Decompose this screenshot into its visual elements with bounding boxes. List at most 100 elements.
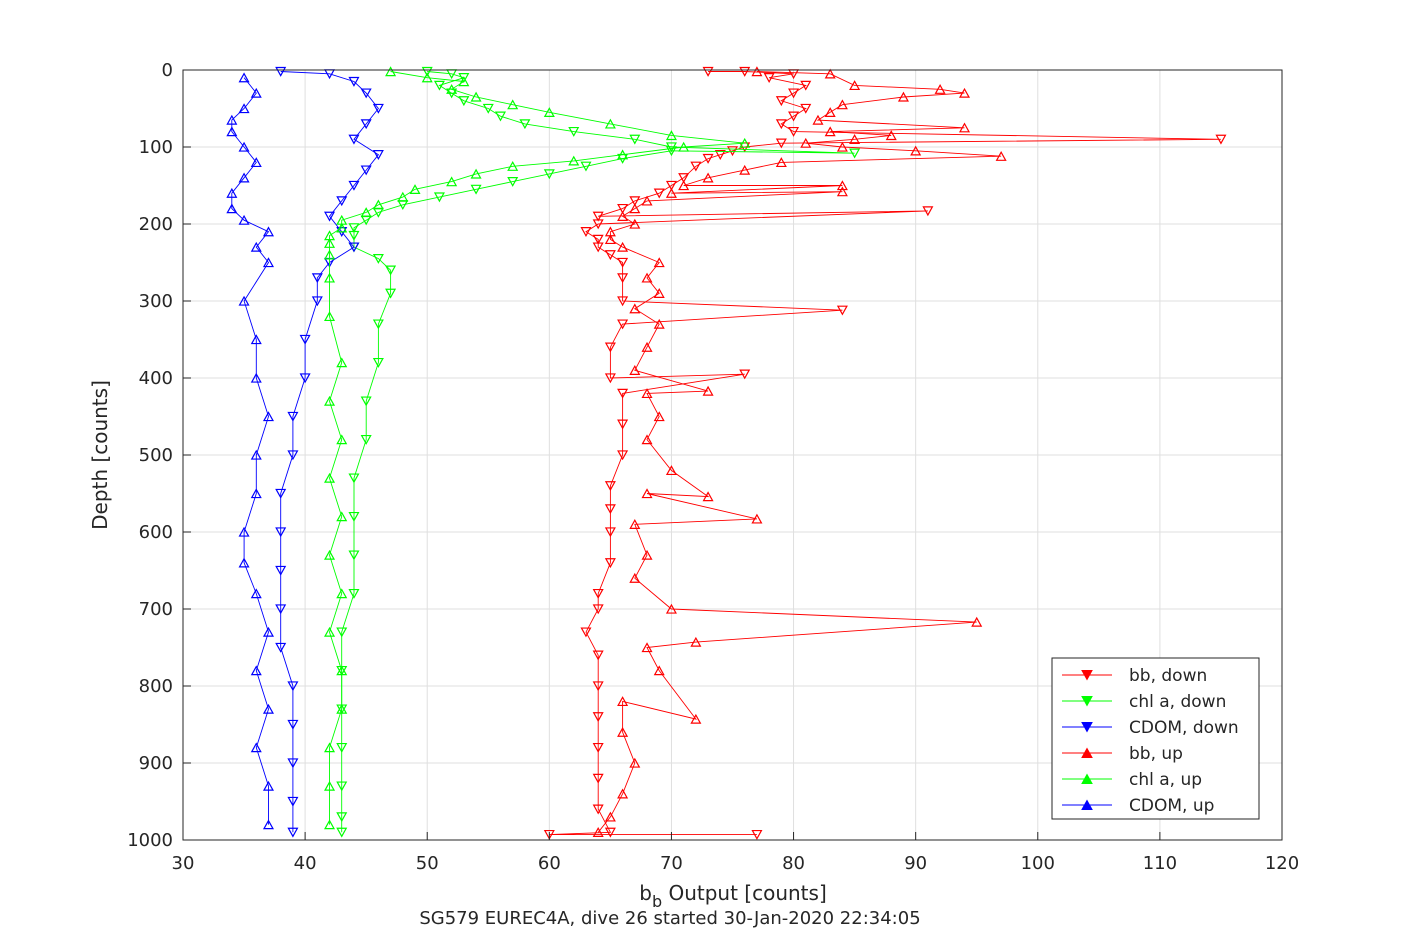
legend-marker bbox=[1081, 696, 1093, 707]
data-point bbox=[458, 76, 470, 87]
data-point bbox=[604, 827, 616, 838]
legend-item: chl a, up bbox=[1062, 770, 1202, 790]
data-point bbox=[336, 665, 348, 676]
data-point bbox=[336, 196, 348, 207]
data-point bbox=[690, 161, 702, 172]
legend-label: bb, down bbox=[1129, 666, 1207, 686]
legend-marker bbox=[1081, 722, 1093, 733]
data-point bbox=[519, 119, 531, 130]
data-point bbox=[238, 526, 250, 537]
data-point bbox=[336, 222, 348, 233]
legend-item: bb, up bbox=[1062, 744, 1183, 764]
data-point bbox=[226, 203, 238, 214]
data-point bbox=[592, 773, 604, 784]
data-point bbox=[812, 114, 824, 125]
data-point bbox=[238, 172, 250, 183]
data-point bbox=[275, 565, 287, 576]
data-point bbox=[287, 827, 299, 838]
data-point bbox=[458, 73, 470, 83]
series-line bbox=[341, 71, 855, 833]
data-point bbox=[238, 141, 250, 152]
data-point bbox=[665, 187, 677, 198]
data-point bbox=[592, 742, 604, 753]
data-point bbox=[238, 214, 250, 225]
data-point bbox=[665, 130, 677, 141]
data-point bbox=[250, 588, 262, 599]
data-point bbox=[617, 726, 629, 737]
data-point bbox=[250, 157, 262, 168]
data-point bbox=[604, 118, 616, 129]
data-point bbox=[604, 481, 616, 492]
data-point bbox=[653, 288, 665, 298]
legend-label: CDOM, up bbox=[1129, 796, 1214, 816]
data-point bbox=[226, 126, 238, 137]
data-point bbox=[604, 558, 616, 569]
data-point bbox=[800, 80, 812, 91]
data-point bbox=[336, 812, 348, 823]
data-point bbox=[1215, 134, 1227, 145]
data-point bbox=[336, 588, 348, 599]
data-point bbox=[641, 549, 653, 560]
data-point bbox=[617, 296, 629, 307]
data-point bbox=[543, 829, 555, 840]
data-point bbox=[299, 334, 311, 345]
data-point bbox=[617, 211, 629, 221]
data-point bbox=[446, 83, 458, 94]
data-point bbox=[604, 250, 616, 261]
data-point bbox=[238, 557, 250, 568]
data-point bbox=[641, 434, 653, 445]
data-point bbox=[617, 257, 629, 268]
data-point bbox=[348, 134, 360, 145]
data-point bbox=[702, 66, 714, 77]
data-point bbox=[226, 114, 238, 125]
legend-marker bbox=[1081, 799, 1093, 810]
data-point bbox=[824, 126, 836, 137]
data-point bbox=[458, 96, 470, 107]
data-point bbox=[250, 334, 262, 345]
legend-marker bbox=[1081, 747, 1093, 758]
data-point bbox=[360, 434, 372, 445]
data-point bbox=[385, 265, 397, 276]
series-4 bbox=[324, 66, 751, 830]
data-point bbox=[836, 305, 848, 316]
series-layer bbox=[226, 66, 1227, 840]
data-point bbox=[360, 119, 372, 130]
y-tick-label: 300 bbox=[139, 291, 173, 312]
data-point bbox=[958, 122, 971, 133]
data-point bbox=[336, 434, 348, 445]
data-point bbox=[604, 811, 616, 822]
series-3 bbox=[592, 66, 1007, 837]
x-tick-label: 30 bbox=[172, 853, 195, 874]
data-point bbox=[690, 713, 702, 724]
data-point bbox=[653, 665, 665, 676]
data-point bbox=[507, 177, 519, 187]
data-point bbox=[592, 211, 604, 222]
data-point bbox=[824, 68, 836, 79]
data-point bbox=[433, 192, 445, 203]
y-tick-label: 700 bbox=[139, 599, 173, 620]
data-point bbox=[446, 176, 458, 187]
data-point bbox=[788, 126, 800, 137]
data-point bbox=[739, 164, 751, 175]
data-point bbox=[800, 137, 812, 148]
data-point bbox=[324, 211, 336, 222]
data-point bbox=[775, 119, 787, 130]
data-point bbox=[324, 549, 336, 560]
data-point bbox=[775, 138, 787, 149]
data-point bbox=[690, 636, 702, 647]
data-point bbox=[641, 341, 653, 352]
data-point bbox=[629, 757, 641, 768]
data-point bbox=[592, 588, 604, 599]
data-point bbox=[592, 650, 604, 661]
data-point bbox=[372, 254, 384, 264]
data-point bbox=[751, 66, 763, 77]
data-point bbox=[250, 665, 262, 676]
data-point bbox=[617, 450, 629, 461]
data-point bbox=[580, 227, 592, 237]
data-point bbox=[592, 234, 604, 245]
data-point bbox=[433, 80, 445, 91]
data-point bbox=[665, 146, 677, 157]
data-point bbox=[641, 388, 653, 399]
